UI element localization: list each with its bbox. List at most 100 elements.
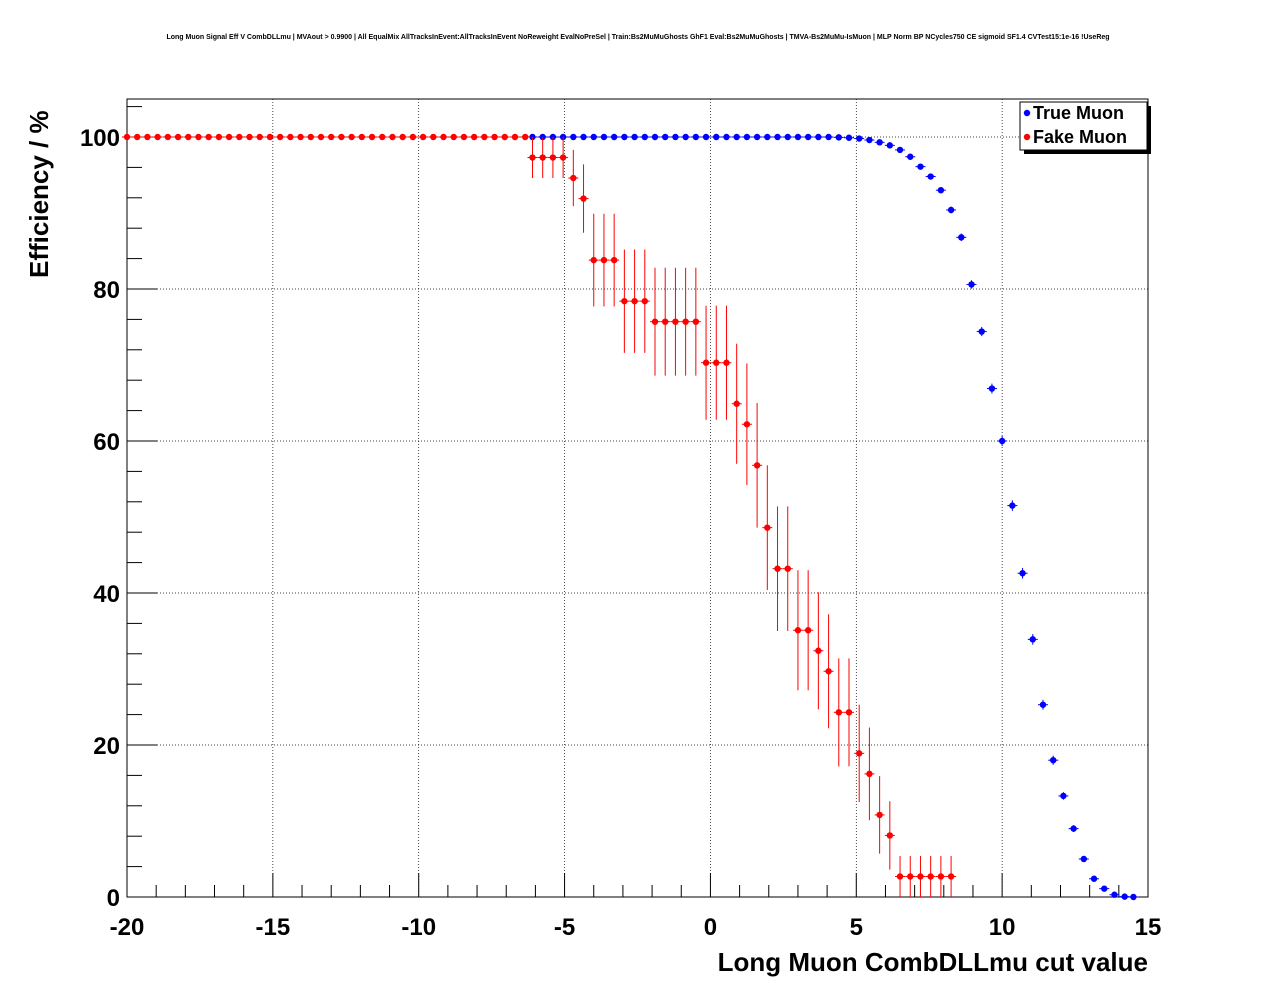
data-point <box>958 234 965 241</box>
data-point <box>784 565 791 572</box>
data-point <box>590 256 597 264</box>
data-point <box>651 133 659 141</box>
data-point <box>123 133 131 141</box>
data-point <box>978 328 985 335</box>
data-point <box>845 134 853 141</box>
data-point <box>460 133 468 141</box>
data-point <box>927 873 934 880</box>
data-point <box>287 133 294 141</box>
data-point <box>947 206 955 214</box>
data-point <box>631 297 638 305</box>
data-point <box>154 133 161 141</box>
data-point <box>409 133 417 141</box>
data-point <box>521 133 529 141</box>
data-point <box>246 133 253 141</box>
data-point <box>682 318 689 325</box>
legend-marker <box>1023 109 1031 117</box>
data-point <box>590 133 597 141</box>
data-point <box>1039 701 1047 708</box>
x-tick-label: 0 <box>704 914 717 941</box>
data-point <box>927 173 934 180</box>
data-point <box>379 133 386 141</box>
data-point <box>559 154 567 161</box>
data-point <box>672 318 679 325</box>
legend-marker <box>1023 133 1031 141</box>
data-point <box>1060 792 1067 800</box>
x-tick-label: 10 <box>989 914 1016 941</box>
data-point <box>621 133 628 141</box>
data-point <box>692 133 700 141</box>
data-point <box>866 136 873 144</box>
data-point <box>866 770 873 778</box>
data-point <box>1070 825 1077 832</box>
x-tick-label: -15 <box>256 914 291 941</box>
data-point <box>185 133 192 141</box>
data-point <box>753 462 761 469</box>
data-point <box>1029 636 1036 643</box>
data-point <box>1090 875 1098 882</box>
axes: -20 -15 -10 -5 0 5 10 15 0 20 40 60 80 100 <box>80 98 1161 941</box>
data-point <box>570 174 577 182</box>
data-point <box>713 359 720 366</box>
data-point <box>338 133 345 141</box>
data-point <box>723 133 730 141</box>
data-point <box>907 873 914 880</box>
legend-box <box>1019 101 1148 151</box>
data-point <box>723 359 730 366</box>
data-point <box>195 133 202 141</box>
data-point <box>276 133 284 141</box>
data-point <box>1019 570 1026 577</box>
data-point <box>947 873 955 880</box>
data-point <box>774 565 781 572</box>
data-point <box>662 133 669 141</box>
data-point <box>610 133 618 141</box>
series-layer <box>122 133 1139 901</box>
data-point <box>733 400 740 407</box>
data-point <box>317 133 325 141</box>
data-point <box>651 318 659 325</box>
data-point <box>733 133 740 141</box>
data-point <box>886 832 894 839</box>
data-point <box>876 811 883 819</box>
data-point <box>764 133 771 141</box>
x-tick-label: 5 <box>850 914 863 941</box>
data-point <box>774 133 781 141</box>
data-point <box>600 256 608 264</box>
data-point <box>804 627 812 634</box>
x-axis-label: Long Muon CombDLLmu cut value <box>718 947 1148 977</box>
data-point <box>549 154 557 161</box>
data-point <box>743 133 751 141</box>
y-tick-label: 60 <box>93 429 120 456</box>
data-point <box>794 627 802 634</box>
data-point <box>511 133 519 141</box>
data-point <box>794 133 802 141</box>
data-point <box>144 133 151 141</box>
data-point <box>672 133 679 141</box>
data-point <box>1101 885 1108 892</box>
data-point <box>641 297 648 305</box>
data-point <box>529 154 536 161</box>
data-point <box>1049 757 1057 764</box>
data-point <box>501 133 508 141</box>
data-point <box>430 133 437 141</box>
data-point <box>570 133 577 141</box>
data-point <box>580 195 587 202</box>
data-point <box>470 133 478 141</box>
data-point <box>631 133 638 141</box>
data-point <box>307 133 314 141</box>
data-point <box>856 750 863 757</box>
data-point <box>580 133 587 141</box>
data-point <box>174 133 182 141</box>
plot-frame <box>126 98 1149 898</box>
data-point <box>682 133 689 141</box>
data-point <box>419 133 427 141</box>
data-point <box>702 133 710 141</box>
data-point <box>440 133 447 141</box>
data-point <box>491 133 498 141</box>
data-point <box>876 139 883 146</box>
data-point <box>784 133 791 141</box>
data-point <box>328 133 335 141</box>
legend: True Muon Fake Muon <box>1019 101 1151 154</box>
data-point <box>815 647 822 654</box>
legend-label: True Muon <box>1033 103 1124 123</box>
